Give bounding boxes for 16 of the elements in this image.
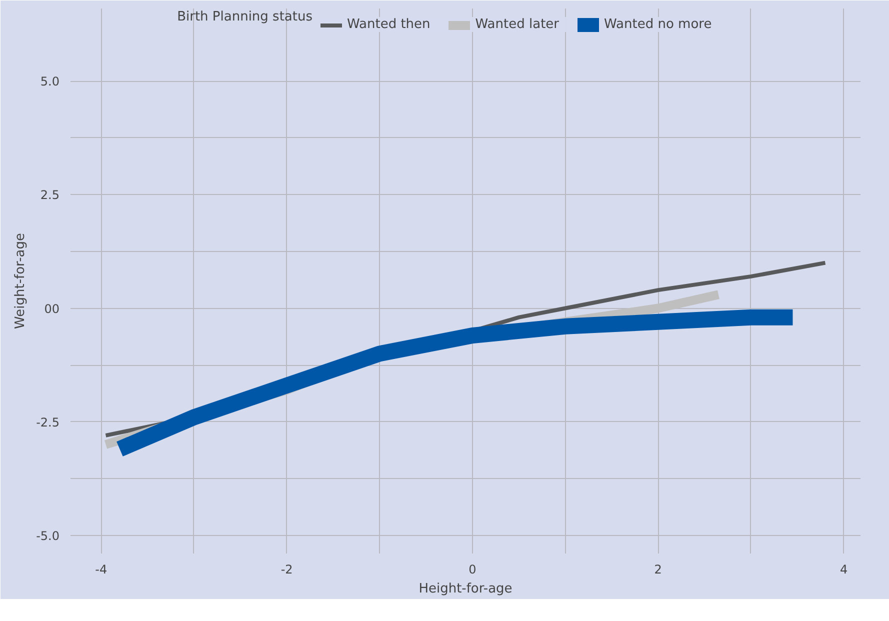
x-tick-label: -4 bbox=[95, 562, 108, 576]
legend-label: Wanted no more bbox=[604, 17, 712, 32]
x-tick-label: 2 bbox=[654, 562, 662, 576]
legend-label: Wanted then bbox=[347, 17, 430, 32]
legend-label: Wanted later bbox=[475, 17, 560, 32]
y-tick-label: -2.5 bbox=[36, 415, 60, 430]
legend-title: Birth Planning status bbox=[177, 10, 313, 24]
y-tick-label: 2.5 bbox=[40, 188, 60, 202]
y-tick-label: 00 bbox=[44, 302, 60, 316]
x-axis-title: Height-for-age bbox=[418, 582, 512, 596]
y-tick-label: -5.0 bbox=[36, 528, 60, 543]
x-tick-label: 0 bbox=[468, 562, 476, 576]
y-tick-label: 5.0 bbox=[40, 74, 60, 89]
y-axis-title: Weight-for-age bbox=[13, 233, 28, 329]
x-tick-label: 4 bbox=[840, 562, 848, 576]
x-tick-label: -2 bbox=[280, 562, 293, 576]
